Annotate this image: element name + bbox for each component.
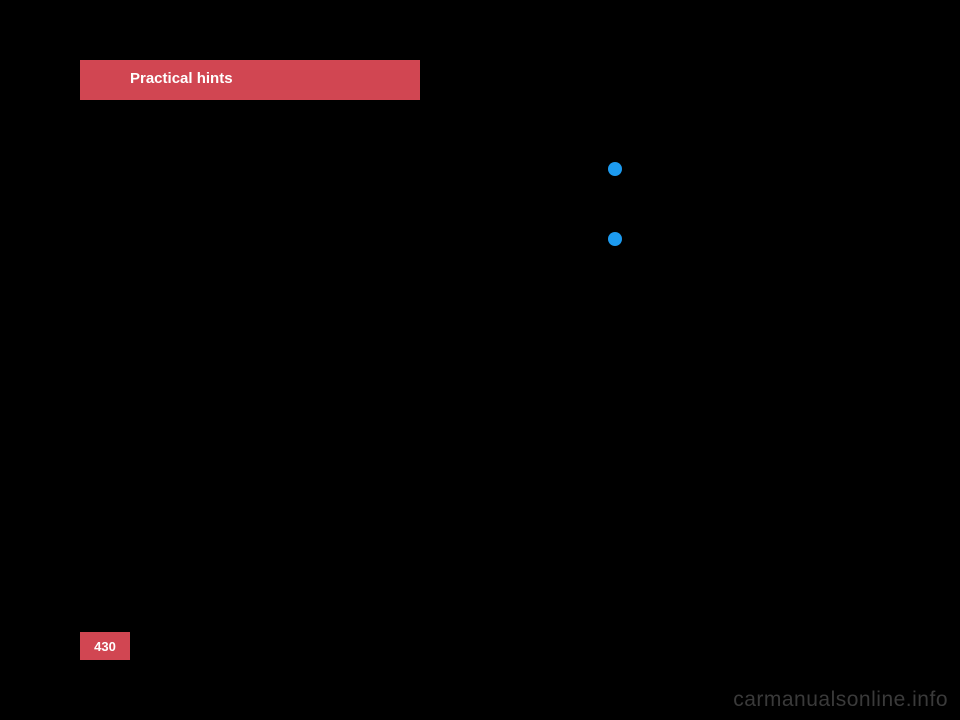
page-number-box: 430 <box>80 632 130 660</box>
section-title: Practical hints <box>130 70 233 87</box>
bullet-icon <box>608 232 622 246</box>
page-number: 430 <box>94 639 116 654</box>
bullet-icon <box>608 162 622 176</box>
watermark-text: carmanualsonline.info <box>733 688 948 712</box>
